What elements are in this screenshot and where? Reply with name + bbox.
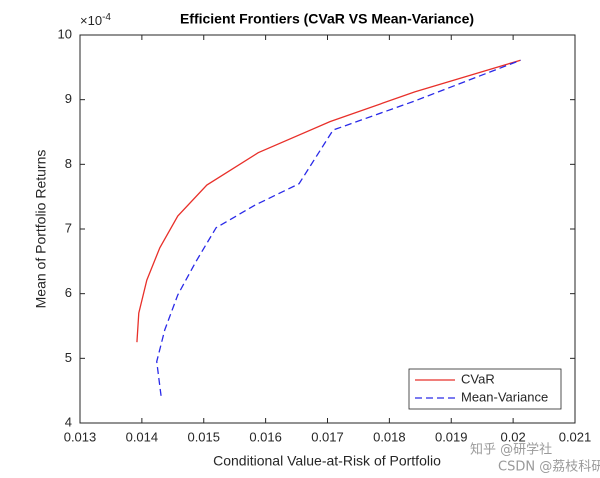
x-tick-label: 0.018	[373, 429, 406, 444]
legend	[408, 368, 562, 410]
y-tick-label: 10	[58, 26, 72, 41]
x-tick-label: 0.014	[126, 429, 159, 444]
series-line	[156, 59, 521, 396]
y-tick-label: 6	[65, 285, 72, 300]
y-tick-label: 9	[65, 91, 72, 106]
x-tick-label: 0.013	[64, 429, 97, 444]
legend-label: CVaR	[461, 371, 495, 386]
x-tick-label: 0.015	[187, 429, 220, 444]
legend-label: Mean-Variance	[461, 389, 548, 404]
watermark: CSDN @荔枝科研社	[498, 459, 600, 475]
multiplier-base: ×10	[80, 13, 102, 28]
y-tick-label: 7	[65, 220, 72, 235]
y-multiplier: ×10-4	[80, 12, 111, 29]
y-tick-label: 5	[65, 350, 72, 365]
series-line	[136, 59, 521, 343]
multiplier-exponent: -4	[102, 12, 111, 23]
y-axis-label: Mean of Portfolio Returns	[33, 150, 49, 309]
chart-title: Efficient Frontiers (CVaR VS Mean-Varian…	[180, 11, 474, 27]
plot-area	[79, 34, 576, 424]
x-tick-label: 0.019	[435, 429, 468, 444]
x-tick-label: 0.017	[311, 429, 344, 444]
x-axis-label: Conditional Value-at-Risk of Portfolio	[213, 453, 441, 469]
watermark: 知乎 @研学社	[470, 442, 552, 458]
y-tick-label: 8	[65, 156, 72, 171]
x-tick-label: 0.016	[249, 429, 282, 444]
x-tick-label: 0.02	[500, 429, 525, 444]
y-tick-label: 4	[65, 414, 72, 429]
x-tick-label: 0.021	[559, 429, 592, 444]
